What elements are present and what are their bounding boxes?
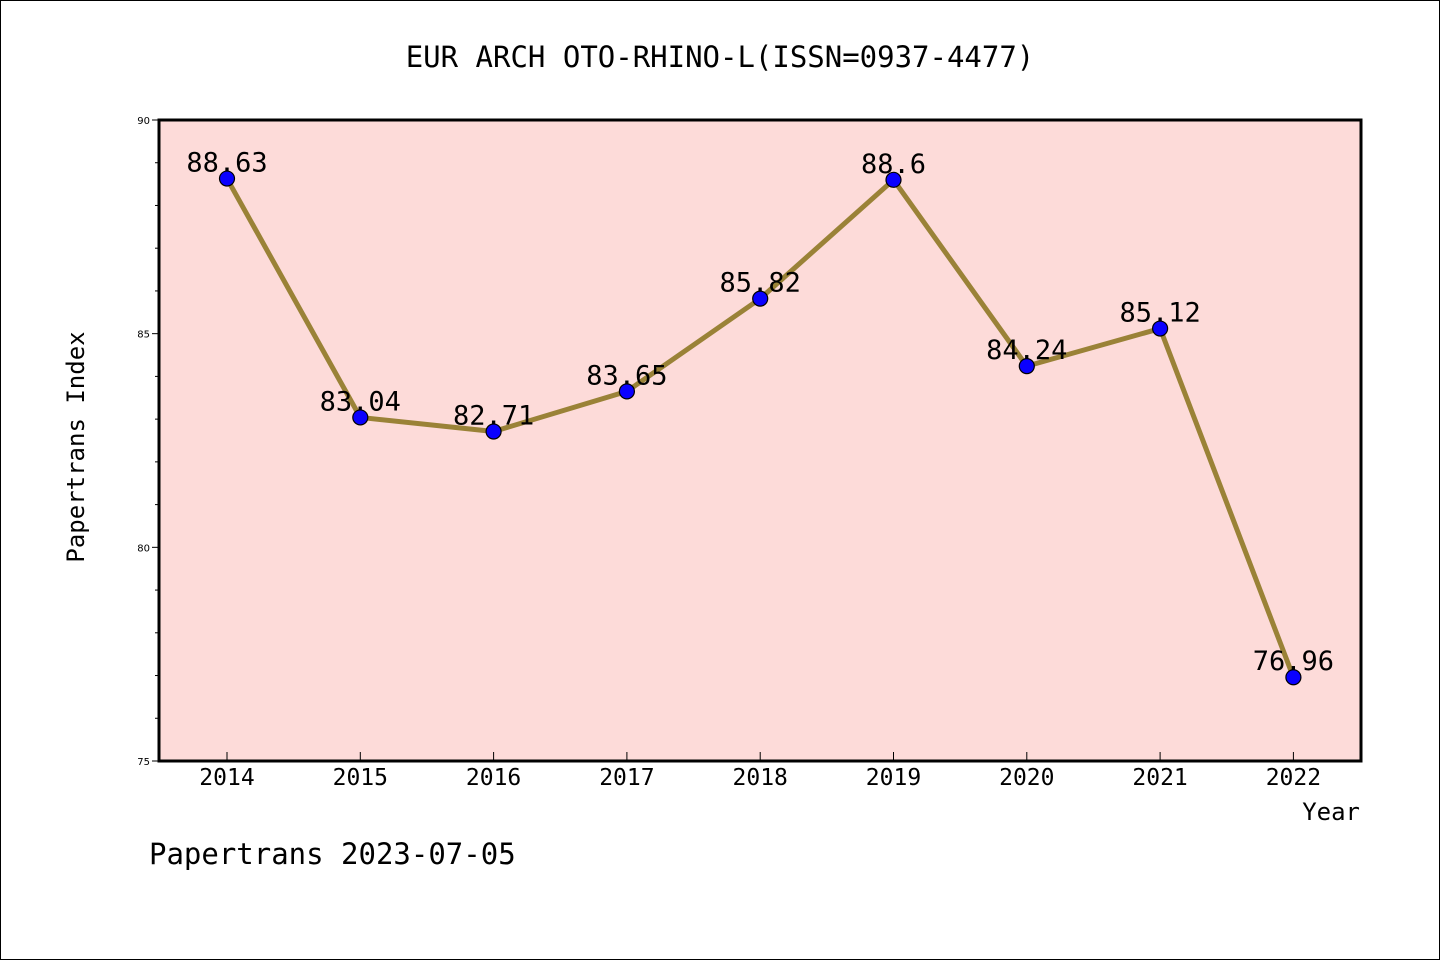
data-point-marker bbox=[218, 170, 236, 187]
data-point-label: 76.96 bbox=[1253, 646, 1334, 677]
x-tick-label: 2021 bbox=[1132, 765, 1187, 791]
chart-title: EUR ARCH OTO-RHINO-L(ISSN=0937-4477) bbox=[406, 40, 1035, 74]
data-point-marker bbox=[885, 171, 902, 188]
x-tick-label: 2020 bbox=[999, 765, 1054, 791]
x-tick-label: 2018 bbox=[733, 765, 788, 791]
x-axis: 2014 2015 2016 2017 2018 2019 2020 2021 2022 bbox=[199, 752, 1321, 791]
y-tick-label: 90 bbox=[137, 116, 150, 127]
x-axis-label: Year bbox=[1302, 798, 1360, 826]
y-axis: 75 80 85 90 bbox=[137, 116, 159, 768]
x-tick-label: 2017 bbox=[599, 765, 654, 791]
data-point-label: 85.82 bbox=[720, 268, 801, 299]
x-tick-label: 2015 bbox=[333, 765, 388, 791]
y-tick-label: 75 bbox=[137, 757, 150, 768]
data-point-label: 88.63 bbox=[186, 148, 267, 179]
x-tick-label: 2019 bbox=[866, 765, 921, 791]
data-point-label: 84.24 bbox=[986, 335, 1067, 366]
data-point-marker bbox=[618, 383, 636, 400]
y-axis-label: Papertrans Index bbox=[62, 331, 90, 562]
y-tick-label: 80 bbox=[137, 543, 150, 554]
data-point-label: 85.12 bbox=[1119, 298, 1200, 329]
x-tick-label: 2022 bbox=[1266, 765, 1321, 791]
x-tick-label: 2014 bbox=[199, 765, 254, 791]
footer-text: Papertrans 2023-07-05 bbox=[149, 837, 516, 871]
data-point-marker bbox=[352, 409, 369, 426]
marker-group bbox=[218, 170, 1302, 686]
data-point-label: 88.6 bbox=[861, 149, 926, 180]
data-point-marker bbox=[1285, 669, 1302, 686]
y-tick-label: 85 bbox=[137, 330, 150, 341]
plot-area bbox=[157, 118, 1363, 763]
data-point-marker bbox=[485, 423, 502, 440]
x-tick-label: 2016 bbox=[466, 765, 521, 791]
data-label-group: 88.63 83.04 82.71 83.65 85.82 88.6 84.24 85.12 7… bbox=[186, 148, 1334, 678]
data-point-marker bbox=[1151, 320, 1169, 337]
data-point-marker bbox=[1018, 358, 1035, 375]
data-point-label: 83.65 bbox=[586, 360, 667, 391]
data-point-label: 83.04 bbox=[320, 386, 401, 417]
data-point-marker bbox=[752, 290, 769, 307]
data-point-label: 82.71 bbox=[453, 401, 534, 432]
